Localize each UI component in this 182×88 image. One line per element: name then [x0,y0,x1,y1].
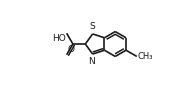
Text: N: N [88,57,95,66]
Text: S: S [90,22,96,31]
Text: O: O [68,45,74,54]
Text: CH₃: CH₃ [138,52,153,61]
Text: HO: HO [52,34,66,43]
